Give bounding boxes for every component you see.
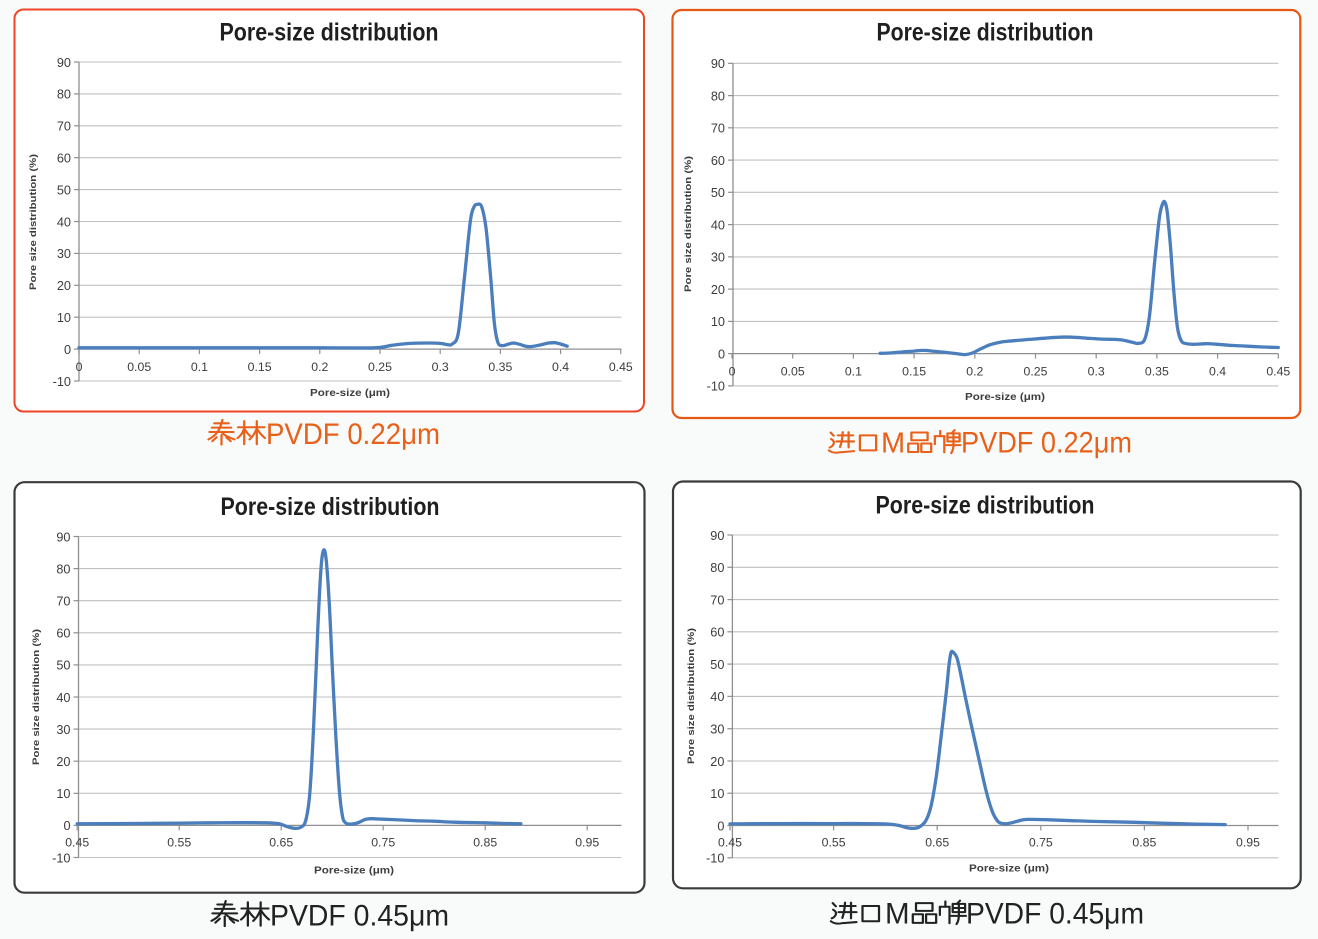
svg-text:0.05: 0.05 xyxy=(127,360,151,374)
svg-text:70: 70 xyxy=(57,120,71,134)
svg-text:0.55: 0.55 xyxy=(167,836,191,850)
svg-text:Pore size distribution (%): Pore size distribution (%) xyxy=(31,629,41,765)
svg-text:80: 80 xyxy=(56,562,70,576)
svg-text:70: 70 xyxy=(711,122,725,136)
svg-text:PVDF 0.22μm: PVDF 0.22μm xyxy=(961,427,1132,460)
svg-text:10: 10 xyxy=(710,787,724,801)
svg-text:40: 40 xyxy=(711,218,725,232)
svg-text:Pore-size distribution: Pore-size distribution xyxy=(221,493,440,521)
svg-text:0: 0 xyxy=(717,819,724,833)
svg-text:0: 0 xyxy=(76,360,83,374)
svg-text:Pore-size distribution: Pore-size distribution xyxy=(876,492,1095,520)
svg-text:0.3: 0.3 xyxy=(1088,365,1105,379)
svg-text:Pore-size distribution: Pore-size distribution xyxy=(877,18,1094,46)
svg-text:0.65: 0.65 xyxy=(269,836,293,850)
svg-text:0.2: 0.2 xyxy=(966,365,983,379)
svg-text:PVDF 0.45μm: PVDF 0.45μm xyxy=(966,898,1144,931)
svg-text:Pore-size (μm): Pore-size (μm) xyxy=(310,387,390,399)
svg-text:0.1: 0.1 xyxy=(191,360,208,374)
svg-text:30: 30 xyxy=(710,723,724,737)
svg-text:0.4: 0.4 xyxy=(1209,365,1226,379)
svg-text:20: 20 xyxy=(711,283,725,297)
svg-text:30: 30 xyxy=(711,251,725,265)
svg-text:-10: -10 xyxy=(53,375,71,389)
svg-text:10: 10 xyxy=(57,311,71,325)
svg-text:0.35: 0.35 xyxy=(1145,365,1169,379)
svg-text:0.25: 0.25 xyxy=(1024,365,1048,379)
svg-text:0.45: 0.45 xyxy=(609,360,633,374)
svg-text:20: 20 xyxy=(56,755,70,769)
svg-text:30: 30 xyxy=(57,247,71,261)
svg-text:-10: -10 xyxy=(706,852,724,866)
svg-text:50: 50 xyxy=(57,183,71,197)
svg-text:Pore size distribution (%): Pore size distribution (%) xyxy=(683,156,693,292)
svg-text:60: 60 xyxy=(710,626,724,640)
svg-text:90: 90 xyxy=(56,530,70,544)
svg-text:30: 30 xyxy=(56,723,70,737)
svg-text:0.45: 0.45 xyxy=(1266,365,1290,379)
svg-text:50: 50 xyxy=(56,659,70,673)
svg-text:50: 50 xyxy=(711,186,725,200)
svg-text:40: 40 xyxy=(57,215,71,229)
svg-text:70: 70 xyxy=(710,593,724,607)
svg-text:90: 90 xyxy=(57,56,71,70)
svg-text:Pore-size (μm): Pore-size (μm) xyxy=(965,391,1045,403)
svg-text:20: 20 xyxy=(57,279,71,293)
svg-text:80: 80 xyxy=(57,88,71,102)
svg-text:0.1: 0.1 xyxy=(845,365,862,379)
svg-text:10: 10 xyxy=(56,787,70,801)
svg-text:10: 10 xyxy=(711,315,725,329)
svg-text:90: 90 xyxy=(710,529,724,543)
svg-text:0.15: 0.15 xyxy=(248,360,272,374)
svg-text:0.65: 0.65 xyxy=(925,836,949,850)
svg-text:M: M xyxy=(885,898,910,931)
svg-text:Pore-size (μm): Pore-size (μm) xyxy=(314,865,394,877)
svg-text:70: 70 xyxy=(56,595,70,609)
svg-text:0.3: 0.3 xyxy=(432,360,449,374)
svg-text:0.85: 0.85 xyxy=(473,836,497,850)
svg-text:60: 60 xyxy=(57,152,71,166)
svg-text:0.25: 0.25 xyxy=(368,360,392,374)
svg-text:Pore-size distribution: Pore-size distribution xyxy=(220,18,439,46)
svg-text:0: 0 xyxy=(729,365,736,379)
svg-text:0.05: 0.05 xyxy=(781,365,805,379)
svg-text:0.4: 0.4 xyxy=(552,360,569,374)
svg-text:0.75: 0.75 xyxy=(371,836,395,850)
svg-text:0.95: 0.95 xyxy=(575,836,599,850)
svg-text:PVDF 0.22μm: PVDF 0.22μm xyxy=(266,418,440,451)
svg-text:90: 90 xyxy=(711,57,725,71)
svg-text:40: 40 xyxy=(710,690,724,704)
svg-text:20: 20 xyxy=(710,755,724,769)
svg-text:0: 0 xyxy=(718,347,725,361)
svg-text:0.35: 0.35 xyxy=(488,360,512,374)
svg-text:-10: -10 xyxy=(52,851,70,865)
svg-text:60: 60 xyxy=(56,627,70,641)
svg-text:80: 80 xyxy=(710,561,724,575)
svg-text:-10: -10 xyxy=(707,380,725,394)
svg-text:60: 60 xyxy=(711,154,725,168)
svg-text:Pore size distribution (%): Pore size distribution (%) xyxy=(686,628,696,764)
svg-text:0.75: 0.75 xyxy=(1029,836,1053,850)
svg-text:0: 0 xyxy=(63,819,70,833)
svg-text:Pore-size (μm): Pore-size (μm) xyxy=(969,863,1049,875)
svg-text:0.45: 0.45 xyxy=(65,836,89,850)
svg-text:0: 0 xyxy=(64,343,71,357)
svg-text:80: 80 xyxy=(711,89,725,103)
svg-text:0.85: 0.85 xyxy=(1132,836,1156,850)
svg-text:0.2: 0.2 xyxy=(311,360,328,374)
svg-text:M: M xyxy=(881,428,905,460)
svg-text:Pore size distribution (%): Pore size distribution (%) xyxy=(28,154,38,290)
svg-text:0.15: 0.15 xyxy=(902,365,926,379)
svg-text:50: 50 xyxy=(710,658,724,672)
svg-text:PVDF 0.45μm: PVDF 0.45μm xyxy=(270,900,449,933)
svg-text:40: 40 xyxy=(56,691,70,705)
svg-text:0.45: 0.45 xyxy=(718,836,742,850)
svg-text:0.55: 0.55 xyxy=(822,836,846,850)
svg-text:0.95: 0.95 xyxy=(1236,836,1260,850)
